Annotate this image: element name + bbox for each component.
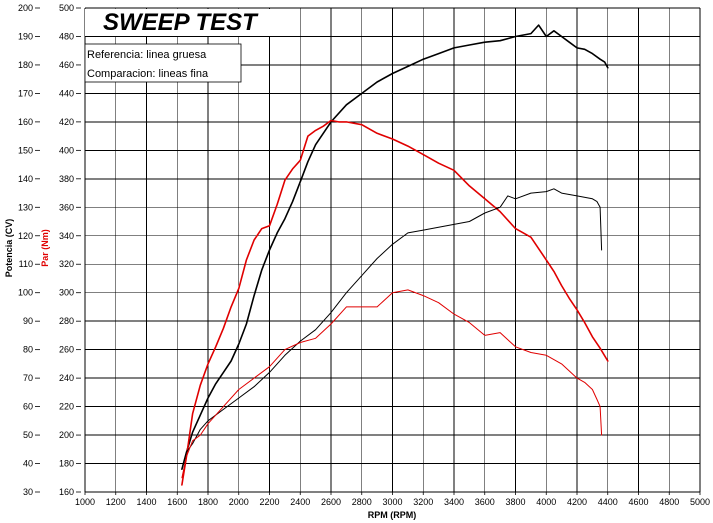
x-tick-label: 5000 (690, 497, 710, 507)
series-line-comparacion-potencia-cv (181, 188, 603, 470)
left-tick-label: 40 (23, 459, 33, 469)
right-tick-label: 200 (59, 430, 74, 440)
left-tick-label: 190 (18, 31, 33, 41)
x-tick-label: 1600 (167, 497, 187, 507)
left-tick-label: 120 (18, 231, 33, 241)
legend-item-comparison: Comparacion: lineas fina (87, 68, 209, 80)
x-tick-label: 3400 (444, 497, 464, 507)
right-tick-label: 180 (59, 459, 74, 469)
right-tick-label: 160 (59, 487, 74, 497)
x-tick-label: 2200 (259, 497, 279, 507)
right-tick-label: 500 (59, 3, 74, 13)
grid (84, 7, 701, 493)
series-line-referencia-par-nm (181, 119, 609, 486)
x-tick-label: 3600 (475, 497, 495, 507)
x-tick-label: 3800 (505, 497, 525, 507)
legend-box (84, 43, 242, 83)
chart-title: SWEEP TEST (103, 9, 259, 36)
x-tick-label: 4600 (628, 497, 648, 507)
left-tick-label: 170 (18, 88, 33, 98)
x-tick-label: 4400 (598, 497, 618, 507)
right-axis-ticks: 160 180 200 220 240 260 280 300 320 340 360 380 400 4… (59, 3, 81, 497)
title-background (85, 9, 282, 36)
left-tick-label: 200 (18, 3, 33, 13)
right-tick-label: 300 (59, 288, 74, 298)
right-tick-label: 360 (59, 202, 74, 212)
right-tick-label: 420 (59, 117, 74, 127)
x-tick-label: 4800 (659, 497, 679, 507)
x-tick-label: 2800 (352, 497, 372, 507)
right-tick-label: 480 (59, 31, 74, 41)
left-tick-label: 50 (23, 430, 33, 440)
right-tick-label: 220 (59, 402, 74, 412)
left-tick-label: 30 (23, 487, 33, 497)
left-tick-label: 140 (18, 174, 33, 184)
right-tick-label: 280 (59, 316, 74, 326)
x-tick-label: 1400 (136, 497, 156, 507)
x-tick-label: 4000 (536, 497, 556, 507)
x-tick-label: 2000 (229, 497, 249, 507)
left-tick-label: 150 (18, 145, 33, 155)
left-tick-label: 90 (23, 316, 33, 326)
x-tick-label: 1000 (75, 497, 95, 507)
x-tick-label: 3000 (382, 497, 402, 507)
right-tick-label: 320 (59, 259, 74, 269)
left-tick-label: 180 (18, 60, 33, 70)
right-tick-label: 340 (59, 231, 74, 241)
series-line-comparacion-par-nm (181, 289, 603, 479)
left-tick-label: 110 (19, 259, 33, 269)
right-tick-label: 380 (59, 174, 74, 184)
x-tick-label: 2400 (290, 497, 310, 507)
x-axis-ticks: 1000 1200 1400 1600 1800 2000 2200 2400 2600 2800… (75, 492, 710, 507)
left-tick-label: 100 (18, 288, 33, 298)
x-tick-label: 2600 (321, 497, 341, 507)
left-tick-label: 160 (18, 117, 33, 127)
left-tick-label: 80 (23, 345, 33, 355)
left-tick-label: 70 (23, 373, 33, 383)
left-axis-title: Potencia (CV) (4, 219, 14, 278)
x-tick-label: 1800 (198, 497, 218, 507)
right-tick-label: 440 (59, 88, 74, 98)
x-tick-label: 3200 (413, 497, 433, 507)
right-tick-label: 460 (59, 60, 74, 70)
series-line-referencia-potencia-cv (181, 24, 609, 471)
x-tick-label: 4200 (567, 497, 587, 507)
right-tick-label: 240 (59, 373, 74, 383)
x-axis-title: RPM (RPM) (368, 510, 417, 520)
left-tick-label: 130 (18, 202, 33, 212)
left-tick-label: 60 (23, 402, 33, 412)
right-tick-label: 260 (59, 345, 74, 355)
left-axis-ticks: 30 40 50 60 70 80 90 100 110 120 130 140 150 160 170 18… (18, 3, 40, 497)
legend-item-reference: Referencia: linea gruesa (87, 49, 207, 61)
series-lines (181, 24, 609, 486)
right-axis-title: Par (Nm) (40, 229, 50, 267)
right-tick-label: 400 (59, 145, 74, 155)
x-tick-label: 1200 (106, 497, 126, 507)
